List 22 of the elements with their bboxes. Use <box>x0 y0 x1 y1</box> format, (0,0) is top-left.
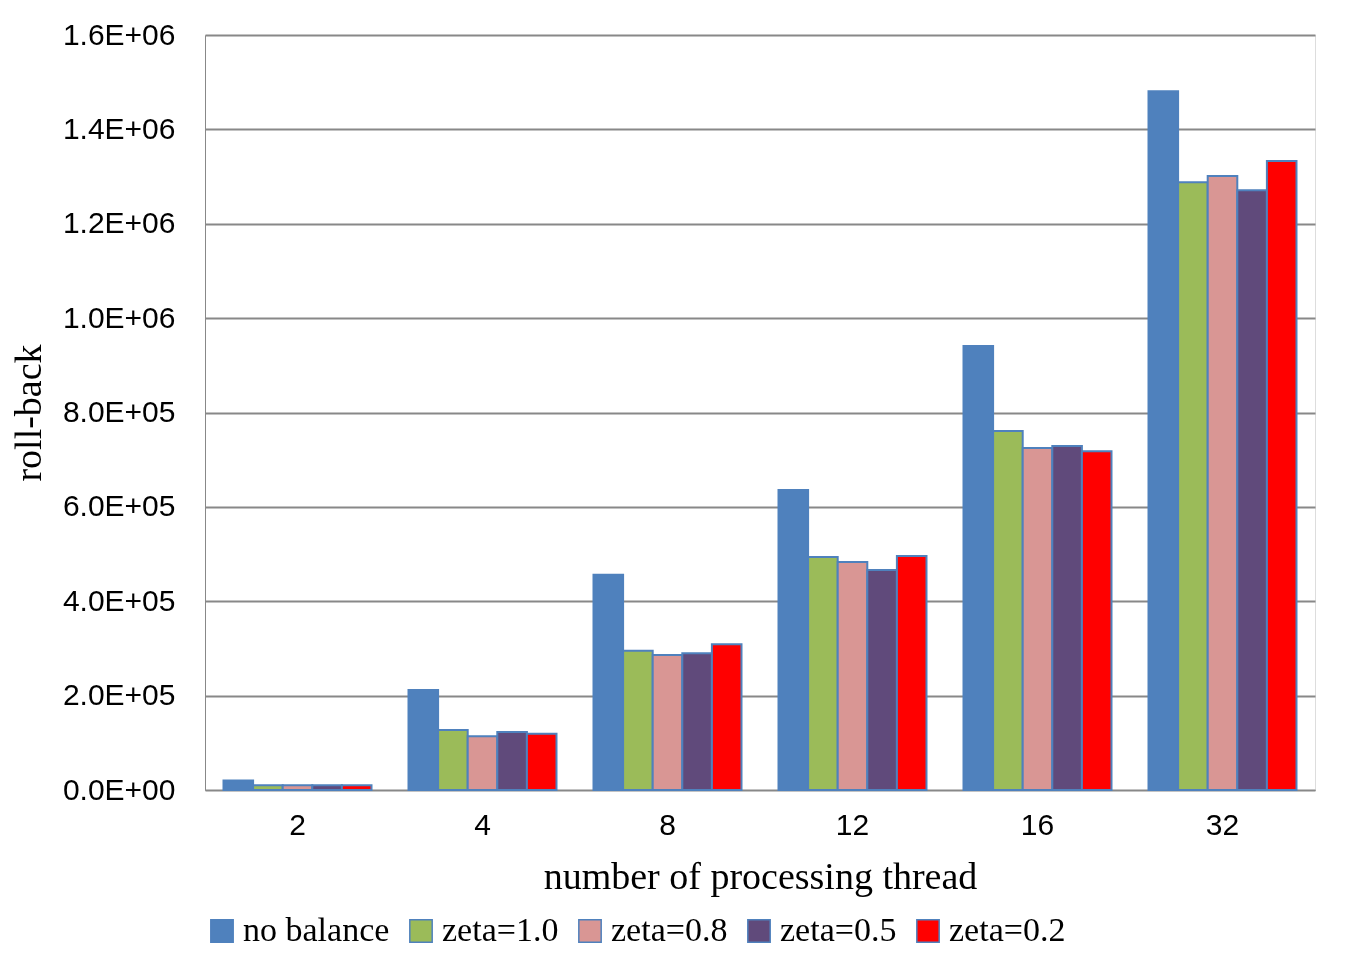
legend-label: no balance <box>243 911 390 948</box>
y-tick-label: 1.2E+06 <box>62 206 176 240</box>
y-tick-label: 0.0E+00 <box>62 772 176 806</box>
y-tick-label: 1.4E+06 <box>62 111 176 145</box>
y-axis-title: roll-back <box>6 344 49 482</box>
y-tick-label: 1.0E+06 <box>62 300 176 334</box>
x-tick-label: 12 <box>835 807 870 841</box>
y-tick-label: 4.0E+05 <box>62 583 176 617</box>
legend-label: zeta=0.2 <box>949 911 1066 948</box>
y-tick-label: 1.6E+06 <box>62 17 176 51</box>
y-tick-label: 8.0E+05 <box>62 395 176 428</box>
x-tick-label: 2 <box>289 807 306 841</box>
x-tick-label: 32 <box>1205 807 1240 841</box>
x-tick-label: 16 <box>1020 807 1055 841</box>
x-tick-label: 4 <box>474 807 491 841</box>
y-tick-label: 2.0E+05 <box>62 678 176 712</box>
x-axis-title: number of processing thread <box>543 854 978 897</box>
legend-label: zeta=0.5 <box>780 911 897 948</box>
y-tick-label: 6.0E+05 <box>62 489 176 523</box>
x-tick-label: 8 <box>659 807 676 841</box>
legend-label: zeta=1.0 <box>442 911 559 948</box>
legend-label: zeta=0.8 <box>611 911 728 948</box>
